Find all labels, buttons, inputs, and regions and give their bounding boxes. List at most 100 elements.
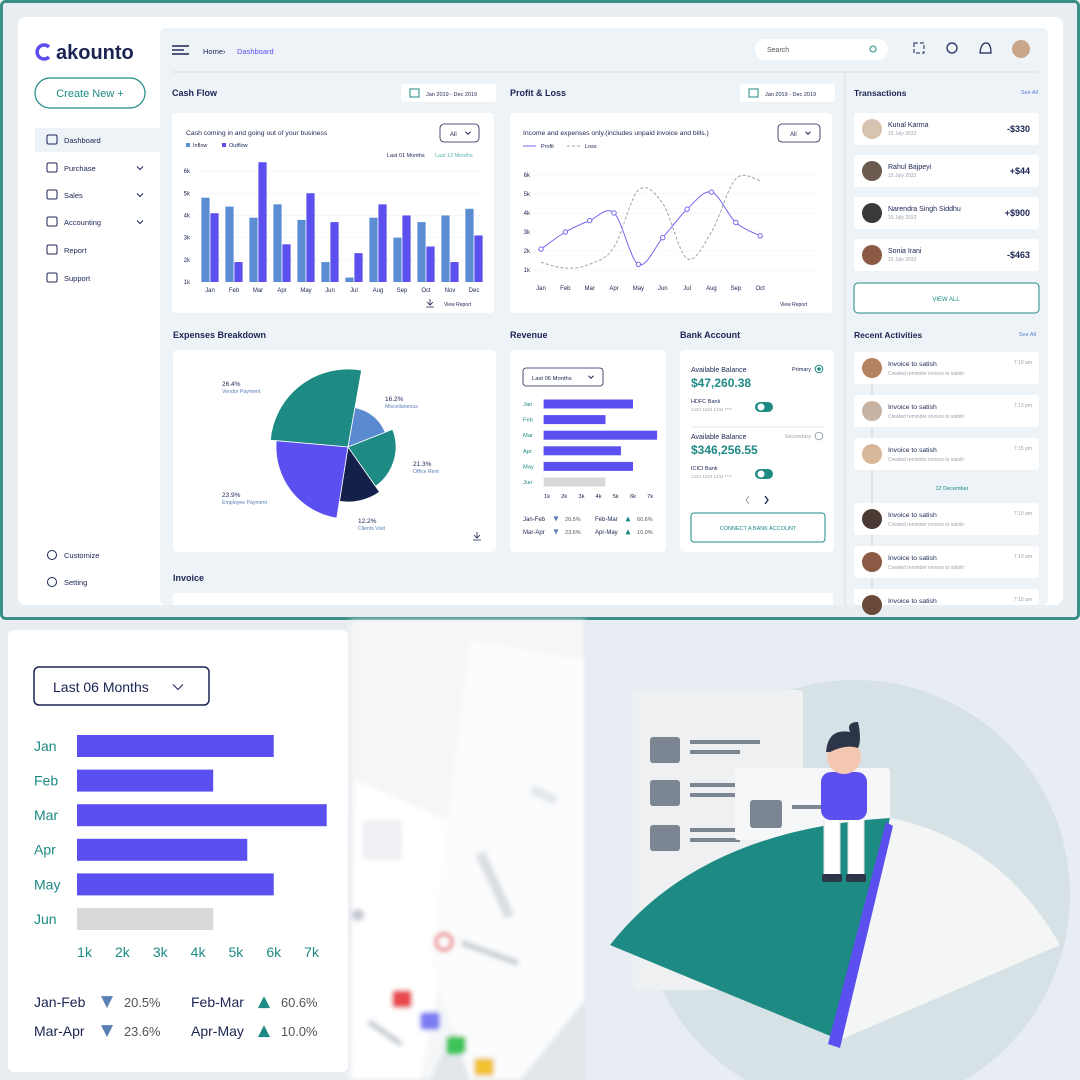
view-all-button[interactable] [853, 282, 1040, 314]
connect-bank-button[interactable] [690, 512, 826, 543]
bar [402, 215, 411, 282]
menu-item[interactable]: Dashboard [64, 136, 101, 145]
slice-value-label: 12.2% [358, 518, 377, 525]
filter-dropdown[interactable] [439, 123, 480, 143]
date-chip[interactable] [401, 84, 496, 102]
bar [225, 206, 234, 282]
bar [77, 804, 327, 827]
transaction-avatar [862, 203, 882, 223]
x-tick-label: Feb [229, 288, 240, 294]
period-option[interactable]: Last 01 Months [387, 153, 425, 159]
card-title: Revenue [510, 330, 548, 340]
view-all-label[interactable]: VIEW ALL [932, 297, 960, 303]
date-chip[interactable] [740, 84, 835, 102]
x-tick-label: 7k [304, 944, 320, 960]
y-tick-label: 5k [524, 192, 531, 198]
y-tick-label: 1k [184, 280, 191, 286]
bar [273, 204, 282, 282]
dropdown-label[interactable]: Last 06 Months [532, 376, 572, 382]
create-button[interactable] [34, 77, 146, 109]
menu-item[interactable]: Report [64, 246, 87, 255]
dropdown-label[interactable]: Last 06 Months [53, 679, 149, 695]
x-tick-label: Mar [585, 286, 595, 292]
card-subtitle: Income and expenses only.(includes unpai… [523, 130, 709, 137]
revenue-dropdown[interactable] [522, 367, 604, 387]
prev-arrow[interactable] [745, 495, 750, 505]
period-option[interactable]: Last 12 Months [435, 153, 473, 159]
filter-dropdown[interactable] [777, 123, 821, 143]
view-report-link[interactable]: View Report [780, 302, 808, 308]
y-tick-label: Jan [523, 402, 532, 408]
menu-item[interactable]: Purchase [64, 164, 96, 173]
sync-icon[interactable] [946, 42, 958, 54]
activity-avatar [862, 444, 882, 464]
bar [378, 204, 387, 282]
bar [77, 873, 274, 896]
transaction-avatar [862, 161, 882, 181]
menu-item[interactable]: Sales [64, 191, 83, 200]
y-tick-label: Jan [34, 738, 57, 754]
bar [354, 253, 363, 282]
create-button-label[interactable]: Create New + [56, 88, 124, 100]
bank-name: ICICI Bank [691, 466, 718, 472]
x-tick-label: 7k [647, 494, 653, 500]
slice-name-label: Office Rent [413, 469, 439, 475]
x-tick-label: 5k [613, 494, 619, 500]
breadcrumb-home[interactable]: Home› [203, 47, 226, 56]
stat-arrow [258, 1025, 270, 1038]
account-radio[interactable] [814, 431, 824, 441]
x-tick-label: May [633, 286, 644, 292]
activity-detail: Created reminder invoice to satish [888, 565, 964, 571]
bar [321, 262, 330, 282]
section-title: Recent Activities [854, 330, 922, 340]
y-tick-label: Apr [523, 449, 532, 455]
x-tick-label: 3k [578, 494, 584, 500]
date-divider: 12 December [935, 486, 968, 492]
menu-icon [46, 162, 58, 173]
legend-label: Outflow [229, 143, 248, 149]
download-icon[interactable] [473, 532, 481, 541]
bar [249, 217, 258, 282]
stat-period: Jan-Feb [34, 994, 86, 1010]
view-report-link[interactable]: View Report [444, 302, 472, 308]
date-range[interactable]: Jan 2019 - Dec 2019 [426, 92, 477, 98]
date-range[interactable]: Jan 2019 - Dec 2019 [765, 92, 816, 98]
x-tick-label: May [300, 288, 311, 294]
activity-title: Invoice to satish [888, 447, 937, 454]
search-icon[interactable] [869, 45, 877, 53]
search-placeholder[interactable]: Search [767, 47, 789, 54]
avatar[interactable] [1012, 40, 1030, 58]
bank-name: HDFC Bank [691, 399, 721, 405]
x-tick-label: 5k [229, 944, 245, 960]
stat-period: Apr-May [595, 530, 618, 536]
transaction-avatar [862, 119, 882, 139]
filter-label[interactable]: All [450, 132, 457, 138]
bar [77, 908, 214, 930]
y-tick-label: Jun [34, 911, 57, 927]
line-marker [733, 219, 739, 226]
next-arrow[interactable] [764, 495, 769, 505]
menu-item[interactable]: Customize [64, 551, 99, 560]
menu-item[interactable]: Setting [64, 578, 87, 587]
x-tick-label: 4k [191, 944, 207, 960]
bell-icon[interactable] [979, 42, 992, 54]
legend-label: Inflow [193, 143, 207, 149]
search-box[interactable] [755, 39, 888, 60]
revenue-dropdown[interactable] [33, 666, 210, 706]
line-marker [562, 229, 569, 235]
filter-label[interactable]: All [790, 132, 797, 138]
fullscreen-icon[interactable] [913, 42, 925, 54]
see-all-link[interactable]: See All [1019, 332, 1036, 338]
see-all-link[interactable]: See All [1021, 90, 1038, 96]
activity-detail: Created reminder invoice to satish [888, 457, 964, 463]
bar [297, 219, 306, 282]
bar [543, 415, 606, 425]
account-radio-dot [817, 367, 821, 371]
connect-bank-label[interactable]: CONNECT A BANK ACCOUNT [720, 526, 797, 532]
menu-item[interactable]: Support [64, 274, 91, 283]
x-tick-label: Jun [658, 286, 668, 292]
line-marker [538, 246, 544, 252]
menu-item[interactable]: Accounting [64, 218, 101, 227]
download-icon[interactable] [426, 299, 434, 308]
